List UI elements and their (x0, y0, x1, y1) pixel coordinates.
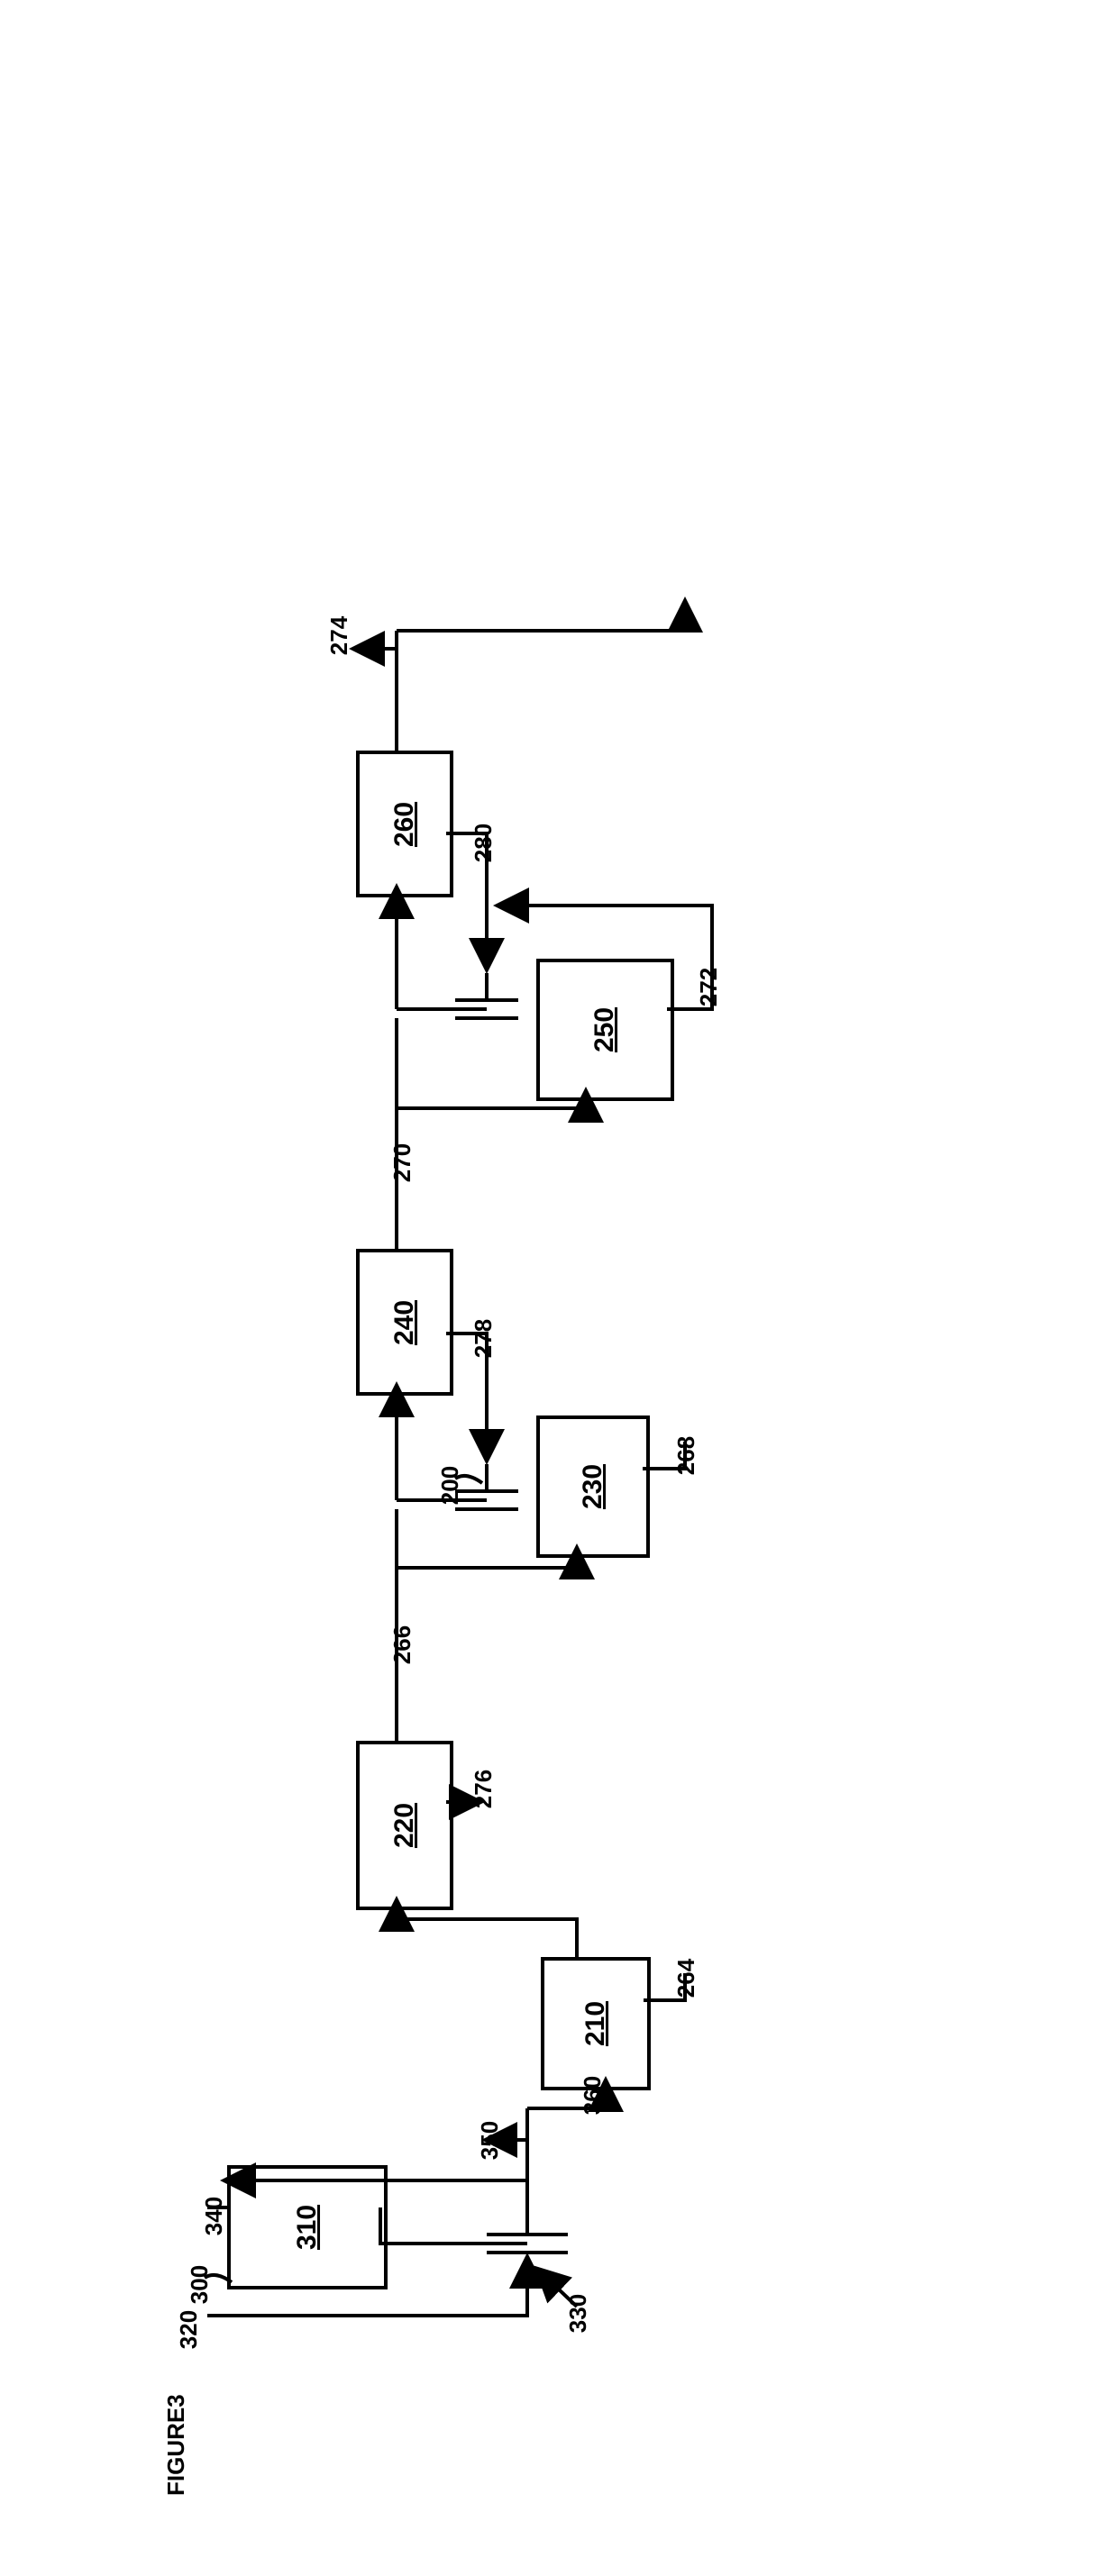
label-320: 320 (175, 2310, 203, 2349)
label-340: 340 (200, 2197, 228, 2235)
label-272: 272 (695, 968, 723, 1006)
label-268: 268 (672, 1436, 700, 1475)
connections-svg (0, 0, 1096, 2576)
box-260-label: 260 (389, 801, 420, 846)
label-264: 264 (672, 1959, 700, 1998)
box-210-label: 210 (580, 2001, 611, 2046)
label-276: 276 (470, 1770, 498, 1808)
box-230: 230 (536, 1415, 650, 1558)
label-200: 200 (436, 1466, 464, 1505)
label-274: 274 (325, 616, 353, 655)
box-310: 310 (227, 2165, 388, 2289)
label-300: 300 (186, 2265, 214, 2304)
box-210: 210 (541, 1957, 651, 2090)
label-360: 360 (579, 2076, 607, 2115)
box-230-label: 230 (578, 1464, 608, 1509)
box-310-label: 310 (292, 2205, 323, 2250)
box-250-label: 250 (590, 1007, 621, 1052)
box-220-label: 220 (389, 1803, 420, 1848)
figure-title: FIGURE3 (162, 2394, 190, 2496)
label-350: 350 (476, 2121, 504, 2160)
label-270: 270 (388, 1143, 416, 1182)
box-220: 220 (356, 1741, 453, 1910)
label-266: 266 (388, 1625, 416, 1664)
label-280: 280 (470, 824, 498, 862)
box-240-label: 240 (389, 1299, 420, 1344)
box-260: 260 (356, 751, 453, 897)
diagram-page: FIGURE3 300 200 310 210 220 230 240 250 … (0, 0, 1096, 2576)
box-250: 250 (536, 959, 674, 1101)
box-240: 240 (356, 1249, 453, 1396)
label-278: 278 (470, 1319, 498, 1358)
label-330: 330 (564, 2294, 592, 2333)
